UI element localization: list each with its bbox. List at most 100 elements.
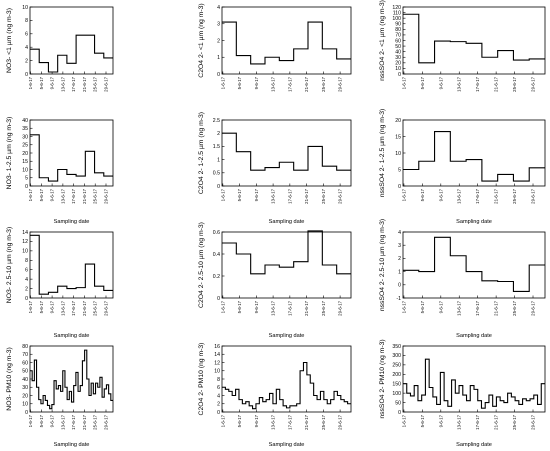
y-tick-label: 150 — [392, 382, 401, 388]
y-tick-label: 250 — [392, 363, 401, 369]
x-tick-label: 29-6-17 — [338, 188, 343, 203]
x-tick-label: 25-6-17 — [93, 188, 98, 203]
series-line — [30, 349, 113, 410]
x-tick-label: 29-6-17 — [103, 300, 108, 315]
y-tick-label: 4 — [217, 393, 220, 399]
y-tick-label: 0 — [217, 72, 220, 78]
x-tick-label: 21-6-17 — [82, 188, 87, 203]
plot-frame — [29, 231, 114, 299]
plot-frame — [29, 6, 114, 75]
y-tick-label: 350 — [392, 344, 401, 350]
x-tick-label: 29-6-17 — [338, 300, 343, 315]
y-tick-label: 12 — [214, 360, 220, 366]
x-tick-label: 13-6-17 — [271, 414, 276, 429]
y-tick-label: 3 — [398, 243, 401, 249]
x-tick-label: 5-6-17 — [237, 414, 242, 427]
y-tick-label: 0.2 — [213, 274, 220, 280]
x-tick-label: 9-6-17 — [50, 76, 55, 89]
y-tick-label: 0 — [398, 410, 401, 416]
y-tick-label: 300 — [392, 353, 401, 359]
y-tick-label: 1 — [398, 269, 401, 275]
chart-panel-1: 0 1 2 3 4 1-6-17 5-6-17 9-6-17 13-6-17 17-6-17 21-… — [198, 3, 352, 92]
y-tick-label: 6 — [217, 385, 220, 391]
x-tick-label: 17-6-17 — [71, 188, 76, 203]
series-line — [403, 358, 545, 409]
x-tick-label: 21-6-17 — [494, 188, 499, 203]
x-axis-label: Sampling date — [54, 333, 90, 339]
y-tick-label: 20 — [395, 61, 401, 67]
x-tick-label: 21-6-17 — [494, 300, 499, 315]
x-tick-label: 13-6-17 — [60, 414, 65, 429]
x-tick-label: 5-6-17 — [420, 188, 425, 201]
x-tick-label: 17-6-17 — [475, 414, 480, 429]
y-axis-label: nssSO4 2- 2.5-10 µm (ng m-3) — [379, 219, 386, 311]
x-tick-label: 25-6-17 — [321, 300, 326, 315]
x-axis-label: Sampling date — [269, 333, 305, 339]
plot-frame — [221, 119, 352, 187]
x-tick-label: 21-6-17 — [304, 414, 309, 429]
x-tick-label: 21-6-17 — [494, 414, 499, 429]
y-tick-label: 2 — [25, 58, 28, 64]
y-tick-label: 6 — [25, 268, 28, 274]
x-tick-label: 17-6-17 — [287, 414, 292, 429]
x-tick-label: 17-6-17 — [475, 300, 480, 315]
y-tick-label: 10 — [22, 5, 28, 11]
y-tick-label: 15 — [22, 159, 28, 165]
y-tick-label: 12 — [22, 239, 28, 245]
x-tick-label: 5-6-17 — [420, 76, 425, 89]
x-tick-label: 29-6-17 — [103, 188, 108, 203]
y-tick-label: 5 — [398, 167, 401, 173]
y-tick-label: 100 — [392, 391, 401, 397]
x-axis-label: Sampling date — [456, 219, 492, 225]
y-axis-label: C2O4 2- PM10 (ng m-3) — [198, 343, 205, 416]
x-tick-label: 5-6-17 — [39, 76, 44, 89]
x-tick-label: 21-6-17 — [82, 300, 87, 315]
y-tick-label: 5 — [25, 176, 28, 182]
y-tick-label: 40 — [22, 118, 28, 124]
x-axis-label: Sampling date — [54, 442, 90, 448]
y-tick-label: 10 — [22, 402, 28, 408]
x-tick-label: 1-6-17 — [28, 414, 33, 427]
x-tick-label: 9-6-17 — [254, 300, 259, 313]
y-tick-label: 10 — [22, 249, 28, 255]
x-tick-label: 13-6-17 — [60, 300, 65, 315]
y-tick-label: 80 — [395, 27, 401, 33]
series-line — [30, 34, 113, 73]
x-tick-label: 1-6-17 — [220, 414, 225, 427]
y-tick-label: 1 — [217, 157, 220, 163]
plot-frame — [221, 6, 352, 75]
plot-frame — [402, 231, 546, 299]
x-tick-label: 1-6-17 — [220, 188, 225, 201]
plot-frame — [221, 345, 352, 413]
x-tick-label: 13-6-17 — [60, 188, 65, 203]
x-tick-label: 9-6-17 — [438, 414, 443, 427]
y-axis-label: nssSO4 2- PM10 (ng m-3) — [379, 339, 386, 418]
y-tick-label: 14 — [22, 230, 28, 236]
y-axis-label: NO3- 2.5-10 µm (ng m-3) — [6, 227, 13, 303]
x-axis-label: Sampling date — [456, 442, 492, 448]
y-tick-label: 2 — [398, 256, 401, 262]
y-tick-label: 60 — [395, 38, 401, 44]
x-tick-label: 29-6-17 — [103, 414, 108, 429]
x-tick-label: 25-6-17 — [512, 188, 517, 203]
x-tick-label: 17-6-17 — [287, 76, 292, 91]
y-tick-label: 6 — [25, 32, 28, 38]
x-axis-label: Sampling date — [269, 219, 305, 225]
y-tick-label: 70 — [395, 33, 401, 39]
x-axis-label: Sampling date — [54, 219, 90, 225]
chart-panel-8: -1 0 1 2 3 4 1-6-17 5-6-17 9-6-17 13-6-17 17-6-17 2… — [379, 219, 546, 339]
series-line — [222, 21, 351, 65]
y-tick-label: 10 — [22, 167, 28, 173]
plot-frame — [221, 231, 352, 299]
series-line — [403, 13, 545, 64]
y-tick-label: 0 — [25, 410, 28, 416]
y-axis-label: C2O4 2- 1-2.5 µm (ng m-3) — [198, 112, 205, 194]
y-tick-label: 10 — [395, 66, 401, 72]
y-tick-label: 50 — [22, 369, 28, 375]
x-tick-label: 1-6-17 — [401, 76, 406, 89]
y-tick-label: 60 — [22, 360, 28, 366]
x-tick-label: 1-6-17 — [28, 188, 33, 201]
plot-frame — [29, 119, 114, 187]
x-tick-label: 25-6-17 — [93, 300, 98, 315]
